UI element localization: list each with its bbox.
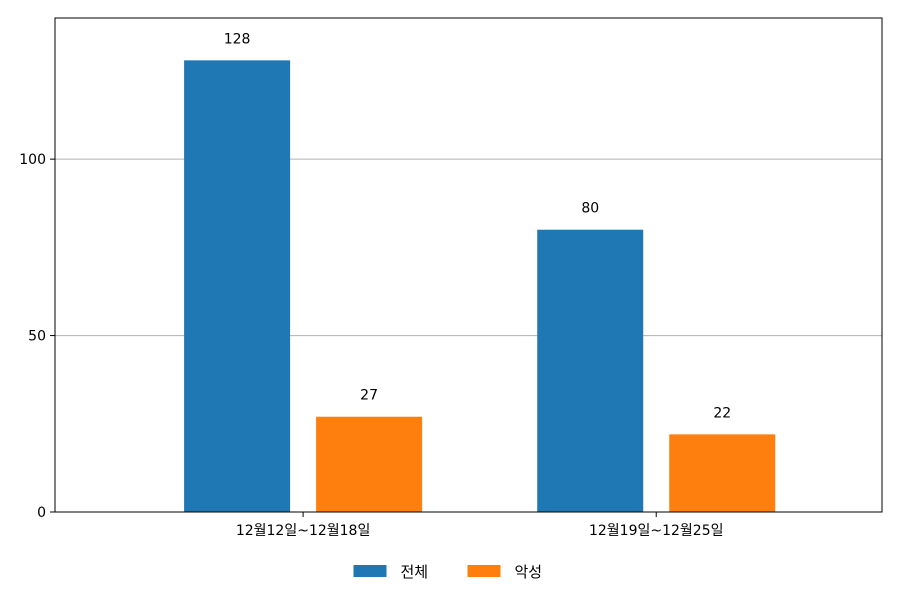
data-labels: 128 27 80 22 [224,31,731,421]
bar-total [537,229,644,512]
legend-label: 전체 [401,563,429,581]
y-gridlines [55,158,882,337]
legend-swatch-total [353,565,387,577]
plot-frame [54,17,883,513]
bars [184,60,776,512]
legend: 전체 악성 [353,563,543,581]
bar-total [184,60,291,512]
legend-label: 악성 [515,563,543,581]
bar-malicious [669,434,776,512]
y-tick-label: 50 [28,329,46,345]
legend-swatch-malicious [467,565,501,577]
y-tick-label: 0 [37,505,46,521]
bar-value-label: 128 [224,31,251,47]
bar-value-label: 22 [713,405,731,421]
x-tick-label: 12월12일~12월18일 [236,523,371,539]
bar-value-label: 80 [581,201,599,217]
bar-value-label: 27 [360,388,378,404]
x-axis-ticks: 12월12일~12월18일 12월19일~12월25일 [236,512,724,539]
x-tick-label: 12월19일~12월25일 [589,523,724,539]
y-axis-ticks: 0 50 100 [19,152,55,521]
y-tick-label: 100 [19,152,46,168]
bar-malicious [316,416,423,512]
